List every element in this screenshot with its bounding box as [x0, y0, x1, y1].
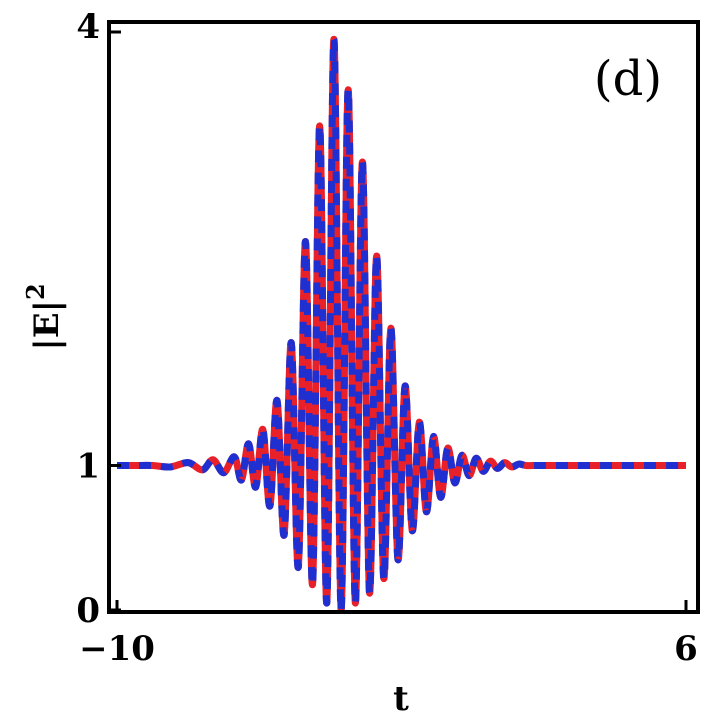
- y-axis-title: |E|2: [21, 283, 67, 350]
- tick-labels: −10 6 0 1 4: [76, 7, 698, 669]
- y-tick-label-2: 1: [76, 447, 100, 487]
- x-tick-label-2: 6: [674, 629, 698, 669]
- y-tick-label-3: 4: [76, 7, 100, 47]
- x-axis-title: t: [393, 679, 409, 719]
- series-line-2: [117, 35, 686, 614]
- panel-label: (d): [594, 51, 662, 107]
- svg-text:|E|2: |E|2: [21, 283, 67, 350]
- y-axis-title-sup: 2: [21, 283, 50, 300]
- plot-lines: [117, 35, 686, 614]
- tick-marks: [109, 30, 688, 612]
- plot-frame: [107, 20, 700, 614]
- y-tick-label-1: 0: [76, 591, 100, 631]
- x-tick-label-1: −10: [79, 629, 155, 669]
- y-axis-title-base: |E|: [27, 300, 67, 351]
